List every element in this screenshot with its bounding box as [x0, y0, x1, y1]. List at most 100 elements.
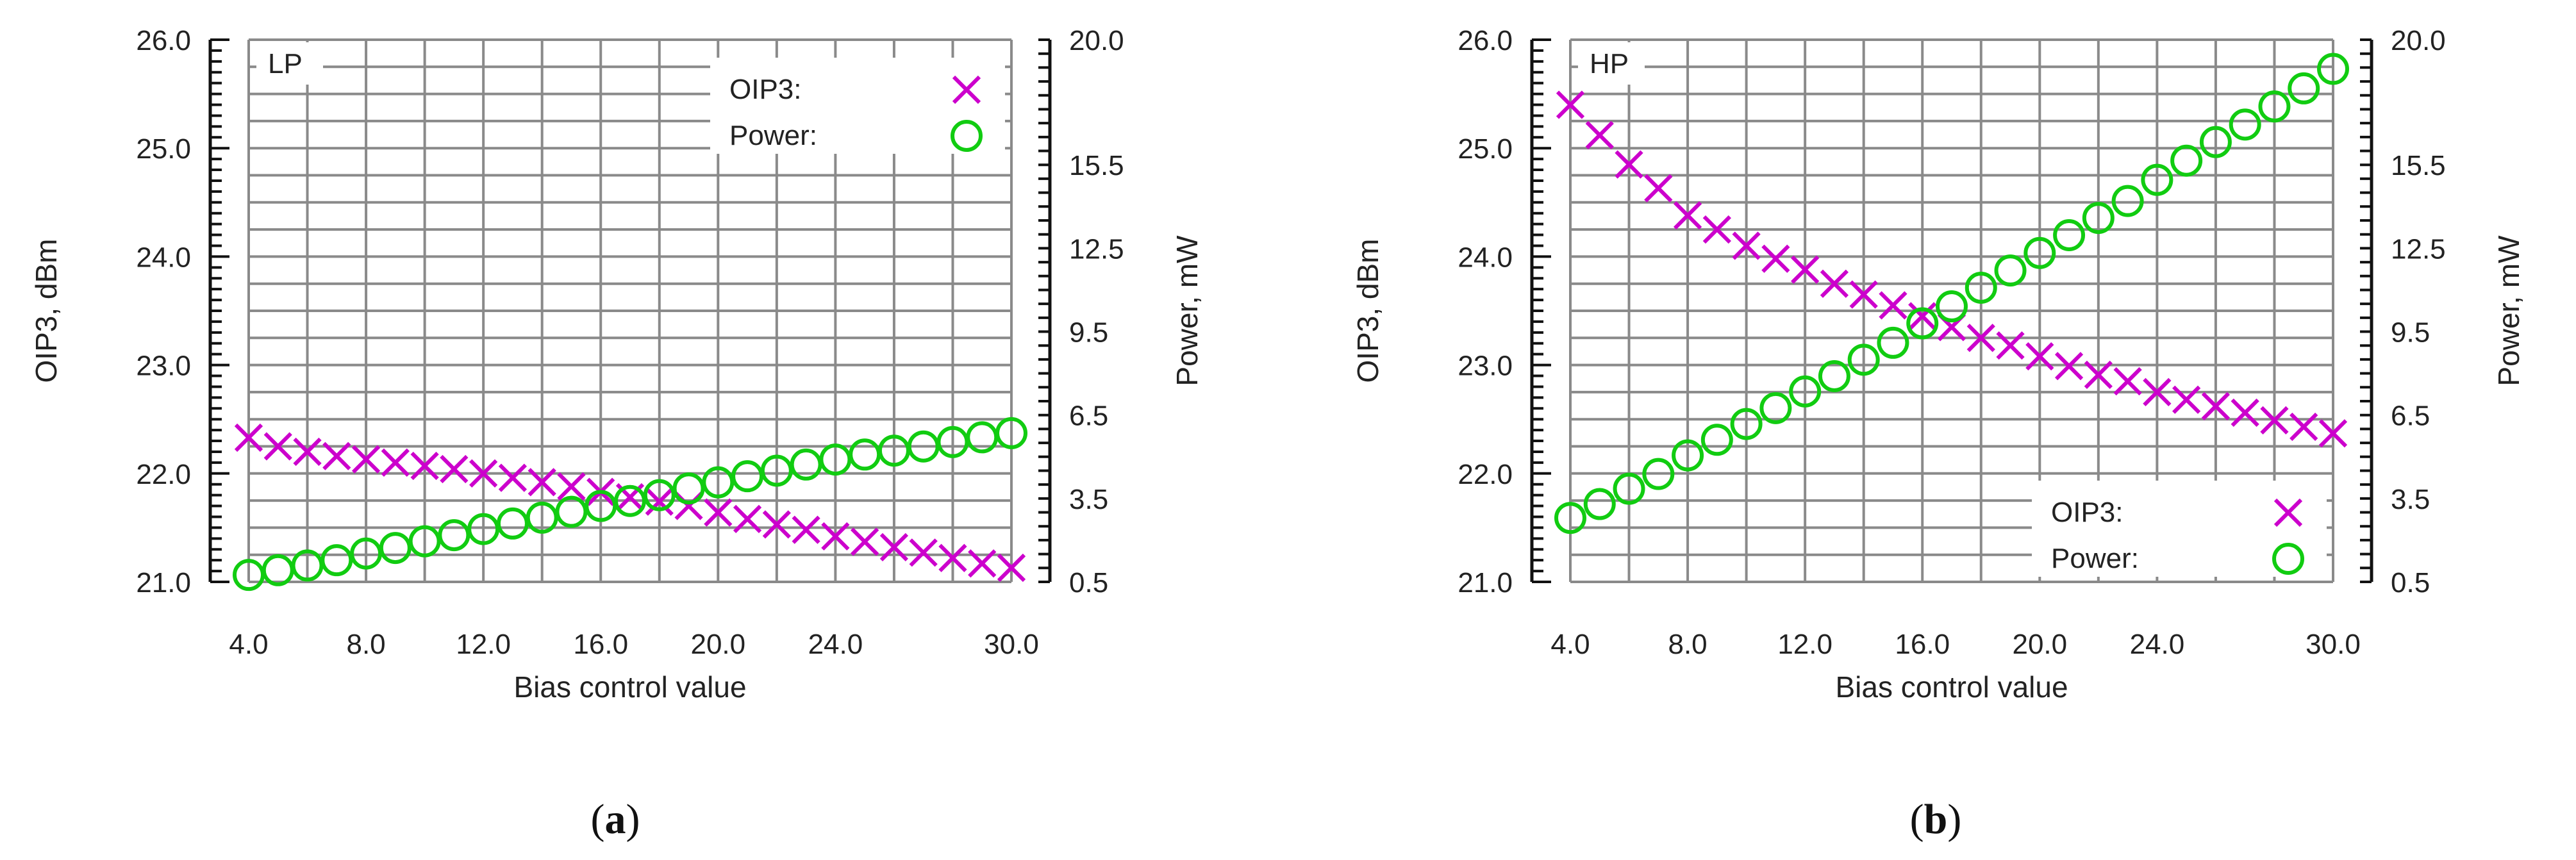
power-marker — [2023, 236, 2056, 269]
panel-label: LP — [268, 48, 303, 79]
x-axis-title: Bias control value — [1835, 670, 2068, 704]
oip3-marker-stroke — [821, 522, 850, 551]
oip3-marker-stroke — [1791, 255, 1820, 284]
oip3-marker — [1615, 150, 1643, 179]
power-marker — [819, 443, 852, 476]
panel-label-background — [1578, 42, 1645, 85]
power-marker — [467, 513, 500, 545]
x-tick-label: 30.0 — [2306, 629, 2361, 660]
x-tick-label: 30.0 — [984, 629, 1039, 660]
power-marker — [1936, 290, 1968, 323]
oip3-marker-stroke — [440, 454, 469, 484]
oip3-marker-stroke — [2025, 342, 2054, 371]
oip3-marker-stroke — [1673, 201, 1702, 230]
oip3-marker — [440, 454, 469, 484]
power-marker — [585, 490, 617, 522]
oip3-marker-stroke — [952, 75, 981, 104]
y-left-tick-label: 26.0 — [1458, 25, 1513, 56]
oip3-marker — [821, 522, 850, 551]
oip3-marker — [2289, 412, 2318, 442]
oip3-marker-stroke — [528, 468, 556, 497]
oip3-marker — [968, 549, 997, 578]
y-left-tick-label: 23.0 — [1458, 351, 1513, 382]
oip3-marker-stroke — [1556, 90, 1585, 119]
power-marker — [614, 484, 646, 517]
power-marker — [2141, 163, 2173, 196]
oip3-marker-stroke — [2143, 377, 2172, 407]
y-right-tick-label: 20.0 — [2391, 25, 2446, 56]
y-left-axis-title: OIP3, dBm — [1351, 239, 1384, 383]
power-marker — [2082, 202, 2115, 235]
oip3-marker-stroke — [1966, 324, 1995, 352]
x-tick-label: 16.0 — [1895, 629, 1950, 660]
x-axis-title: Bias control value — [513, 670, 746, 704]
legend-entry-label: OIP3: — [2051, 497, 2123, 528]
caption-close-paren: ) — [626, 796, 640, 843]
oip3-marker — [1849, 280, 1878, 309]
y-right-tick-label: 3.5 — [2391, 484, 2430, 515]
grid — [1569, 38, 2334, 583]
power-marker — [408, 525, 441, 558]
oip3-marker — [733, 504, 762, 533]
power-marker — [379, 532, 411, 565]
legend-oip3-marker — [2273, 498, 2303, 527]
y-right-tick-label: 6.5 — [1069, 401, 1108, 432]
panel-label-box: LP — [256, 42, 323, 85]
oip3-marker-stroke — [968, 549, 997, 578]
oip3-marker-stroke — [2054, 352, 2084, 381]
power-marker — [1877, 326, 1909, 359]
oip3-marker — [938, 543, 967, 572]
oip3-marker — [2231, 398, 2259, 427]
caption-close-paren: ) — [1947, 796, 1961, 843]
legend-power-marker — [951, 120, 983, 152]
oip3-marker-stroke — [2201, 392, 2231, 421]
power-marker — [1789, 375, 1822, 408]
oip3-marker — [2260, 406, 2289, 435]
oip3-marker-stroke — [1644, 174, 1673, 203]
oip3-marker — [2318, 419, 2348, 448]
y-right-tick-label: 0.5 — [1069, 567, 1108, 599]
oip3-marker-stroke — [1761, 244, 1790, 273]
oip3-marker — [2143, 377, 2172, 407]
power-marker — [555, 495, 588, 528]
y-right-tick-label: 20.0 — [1069, 25, 1124, 56]
oip3-marker — [879, 533, 909, 561]
y-left-tick-label: 23.0 — [136, 351, 191, 382]
power-marker — [2170, 144, 2203, 177]
oip3-marker-stroke — [1849, 280, 1878, 309]
y-right-tick-label: 0.5 — [2391, 567, 2430, 599]
oip3-marker — [469, 459, 498, 488]
x-tick-label: 4.0 — [229, 629, 268, 660]
series-power — [233, 417, 1027, 591]
series-oip3 — [234, 423, 1026, 583]
power-marker — [1700, 424, 1733, 456]
caption-open-paren: ( — [591, 796, 605, 843]
oip3-marker-stroke — [2084, 360, 2113, 389]
y-left-tick-label: 26.0 — [136, 25, 191, 56]
oip3-marker-stroke — [909, 538, 938, 567]
x-tick-label: 8.0 — [346, 629, 385, 660]
y-left-tick-label: 22.0 — [1458, 459, 1513, 490]
chart-panel-hp: 21.0 22.0 23.0 24.0 25.0 26.0 0.5 3.5 6.5 9.5 12.5… — [1351, 25, 2525, 843]
oip3-marker — [1761, 244, 1790, 273]
y-right-tick-label: 12.5 — [1069, 233, 1124, 265]
power-marker — [731, 460, 764, 493]
oip3-marker — [2054, 352, 2084, 381]
power-marker — [2111, 185, 2144, 217]
oip3-marker — [762, 510, 791, 539]
oip3-marker — [1585, 120, 1614, 150]
oip3-marker-stroke — [410, 451, 439, 481]
oip3-marker-stroke — [762, 510, 791, 539]
power-marker — [2258, 90, 2291, 123]
y-left-tick-label: 24.0 — [1458, 242, 1513, 273]
y-left-tick-label: 25.0 — [1458, 133, 1513, 165]
x-tick-label: 12.0 — [456, 629, 511, 660]
caption-letter: b — [1924, 796, 1948, 843]
power-marker — [1994, 254, 2027, 287]
x-tick-label: 20.0 — [690, 629, 745, 660]
oip3-marker — [234, 423, 263, 452]
oip3-marker — [851, 527, 879, 556]
x-tick-label: 12.0 — [1777, 629, 1832, 660]
y-left-tick-label: 24.0 — [136, 242, 191, 273]
x-tick-label: 8.0 — [1668, 629, 1707, 660]
